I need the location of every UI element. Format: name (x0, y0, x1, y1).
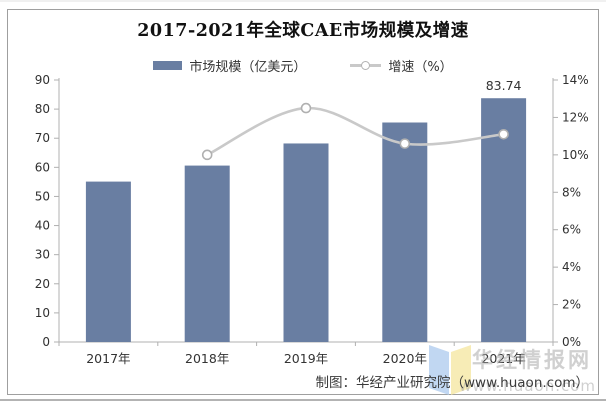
right-axis-tick-label: 0% (562, 335, 581, 349)
left-axis-tick-label: 30 (35, 248, 50, 262)
plot-area: 0 10 20 30 40 50 60 70 80 90 0% 2% 4% 6% 8% 10% 12% 14% 20… (35, 73, 589, 366)
bar-2019年 (283, 143, 329, 342)
left-axis-tick-label: 90 (35, 73, 50, 87)
legend-label-growth: 增速（%） (388, 60, 453, 75)
line-swatch-icon (350, 61, 382, 70)
left-axis-tick-label: 70 (35, 131, 50, 145)
right-axis-tick-label: 6% (562, 223, 581, 237)
right-axis-tick-label: 2% (562, 298, 581, 312)
chart-container: 2017-2021年全球CAE市场规模及增速 市场规模（亿美元） 增速（%） 0… (7, 9, 599, 395)
legend-item-market-size: 市场规模（亿美元） (153, 56, 306, 75)
line-swatch-marker (361, 61, 371, 70)
right-axis-tick-label: 8% (562, 185, 581, 199)
right-axis-tick-label: 4% (562, 260, 581, 274)
line-swatch-left-segment (350, 64, 362, 67)
legend-item-growth: 增速（%） (350, 56, 453, 75)
right-axis-tick-label: 12% (562, 110, 589, 124)
left-axis-tick-label: 40 (35, 219, 50, 233)
left-axis-tick-label: 20 (35, 277, 50, 291)
growth-marker (498, 128, 509, 140)
x-axis-category-label: 2017年 (86, 351, 130, 366)
bar-data-label: 83.74 (486, 78, 522, 93)
growth-marker (399, 138, 411, 149)
page-top-divider (0, 0, 606, 2)
page-bottom-divider (0, 399, 606, 401)
x-axis-category-label: 2018年 (185, 351, 229, 366)
growth-line (205, 106, 505, 157)
bar-swatch-icon (153, 61, 183, 70)
growth-marker (201, 149, 213, 161)
bar-2020年 (382, 122, 428, 342)
left-axis-tick-label: 0 (42, 335, 50, 349)
legend: 市场规模（亿美元） 增速（%） (8, 56, 598, 75)
bar-2018年 (184, 165, 230, 342)
growth-marker (300, 102, 312, 114)
left-axis-tick-label: 60 (35, 160, 50, 174)
x-axis-category-label: 2019年 (284, 351, 328, 366)
left-axis-tick-label: 50 (35, 189, 50, 203)
left-axis-tick-label: 10 (35, 306, 50, 320)
right-axis-tick-label: 10% (562, 148, 589, 162)
x-axis-category-label: 2021年 (481, 351, 525, 366)
chart-title: 2017-2021年全球CAE市场规模及增速 (137, 21, 469, 41)
x-axis-category-label: 2020年 (383, 351, 427, 366)
attribution-text: 制图：华经产业研究院（www.huaon.com） (315, 375, 590, 391)
bar-2017年 (85, 181, 131, 342)
legend-label-market-size: 市场规模（亿美元） (189, 60, 307, 75)
line-swatch-right-segment (370, 64, 382, 67)
right-axis-tick-label: 14% (562, 73, 589, 87)
left-axis-tick-label: 80 (35, 102, 50, 116)
